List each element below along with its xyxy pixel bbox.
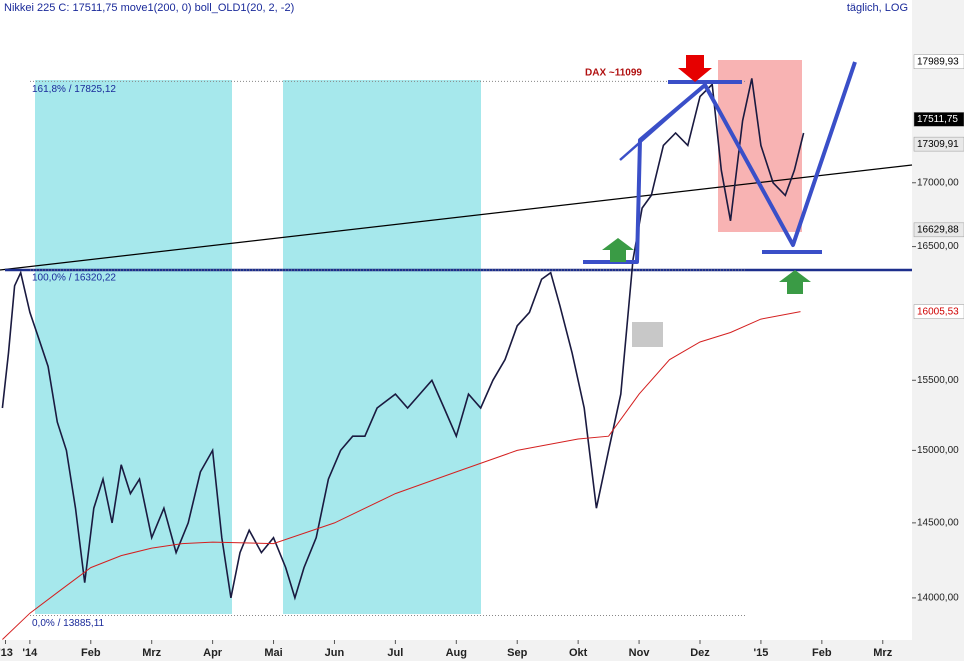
x-tick-label: Okt [569,647,588,659]
gap-box [632,322,663,347]
fib-label: 0,0% / 13885,11 [32,618,105,629]
y-tick-label: 15000,00 [917,445,959,456]
drawing [583,61,857,264]
x-tick-label: Sep [507,647,527,659]
fib-label: 161,8% / 17825,12 [32,84,116,95]
x-tick-label: '15 [753,647,768,659]
arrow-down [678,55,712,82]
price-marker [913,136,964,152]
x-tick-label: Jul [387,647,403,659]
chart-title: Nikkei 225 C: 17511,75 move1(200, 0) bol… [4,2,294,14]
price-marker-label: 17511,75 [917,114,958,125]
arrow-up [779,270,811,294]
price-marker [913,112,964,127]
y-tick-label: 17000,00 [917,177,959,188]
chart-subtitle: täglich, LOG [847,2,908,14]
price-marker-label: 17309,91 [917,139,959,150]
y-tick-label: 15500,00 [917,375,959,386]
price-marker-label: 16005,53 [917,306,959,317]
y-tick-label: 16500,00 [917,241,959,252]
x-tick-label: Jun [325,647,345,659]
series-line [2,311,801,640]
highlight-zone [35,80,232,614]
annotation: DAX ~11099 [585,68,642,79]
x-tick-label: Dez [690,647,710,659]
x-tick-label: Feb [81,647,101,659]
series-line [1,78,805,601]
x-tick-label: '14 [22,647,38,659]
x-tick-label: Feb [812,647,832,659]
y-tick-label: 14000,00 [917,593,959,604]
price-marker [913,54,964,69]
y-axis-area [912,0,964,661]
x-tick-label: Mai [264,647,282,659]
x-tick-label: Mrz [142,647,161,659]
highlight-zone [718,60,802,232]
drawn-line [619,84,706,161]
price-marker [913,304,964,319]
price-marker-label: 16629,88 [917,224,959,235]
arrow-up [602,238,634,262]
x-tick-label: Apr [203,647,223,659]
highlight-zone [283,80,481,614]
y-tick-label: 14500,00 [917,518,959,529]
plot-area [1,78,805,640]
fib-label: 100,0% / 16320,22 [32,273,116,284]
price-marker-label: 17989,93 [917,56,959,67]
x-tick-label: '13 [0,647,13,659]
x-tick-label: Mrz [873,647,892,659]
x-tick-label: Nov [629,647,651,659]
x-axis-area [0,640,964,661]
x-tick-label: Aug [446,647,467,659]
price-marker [913,222,964,238]
